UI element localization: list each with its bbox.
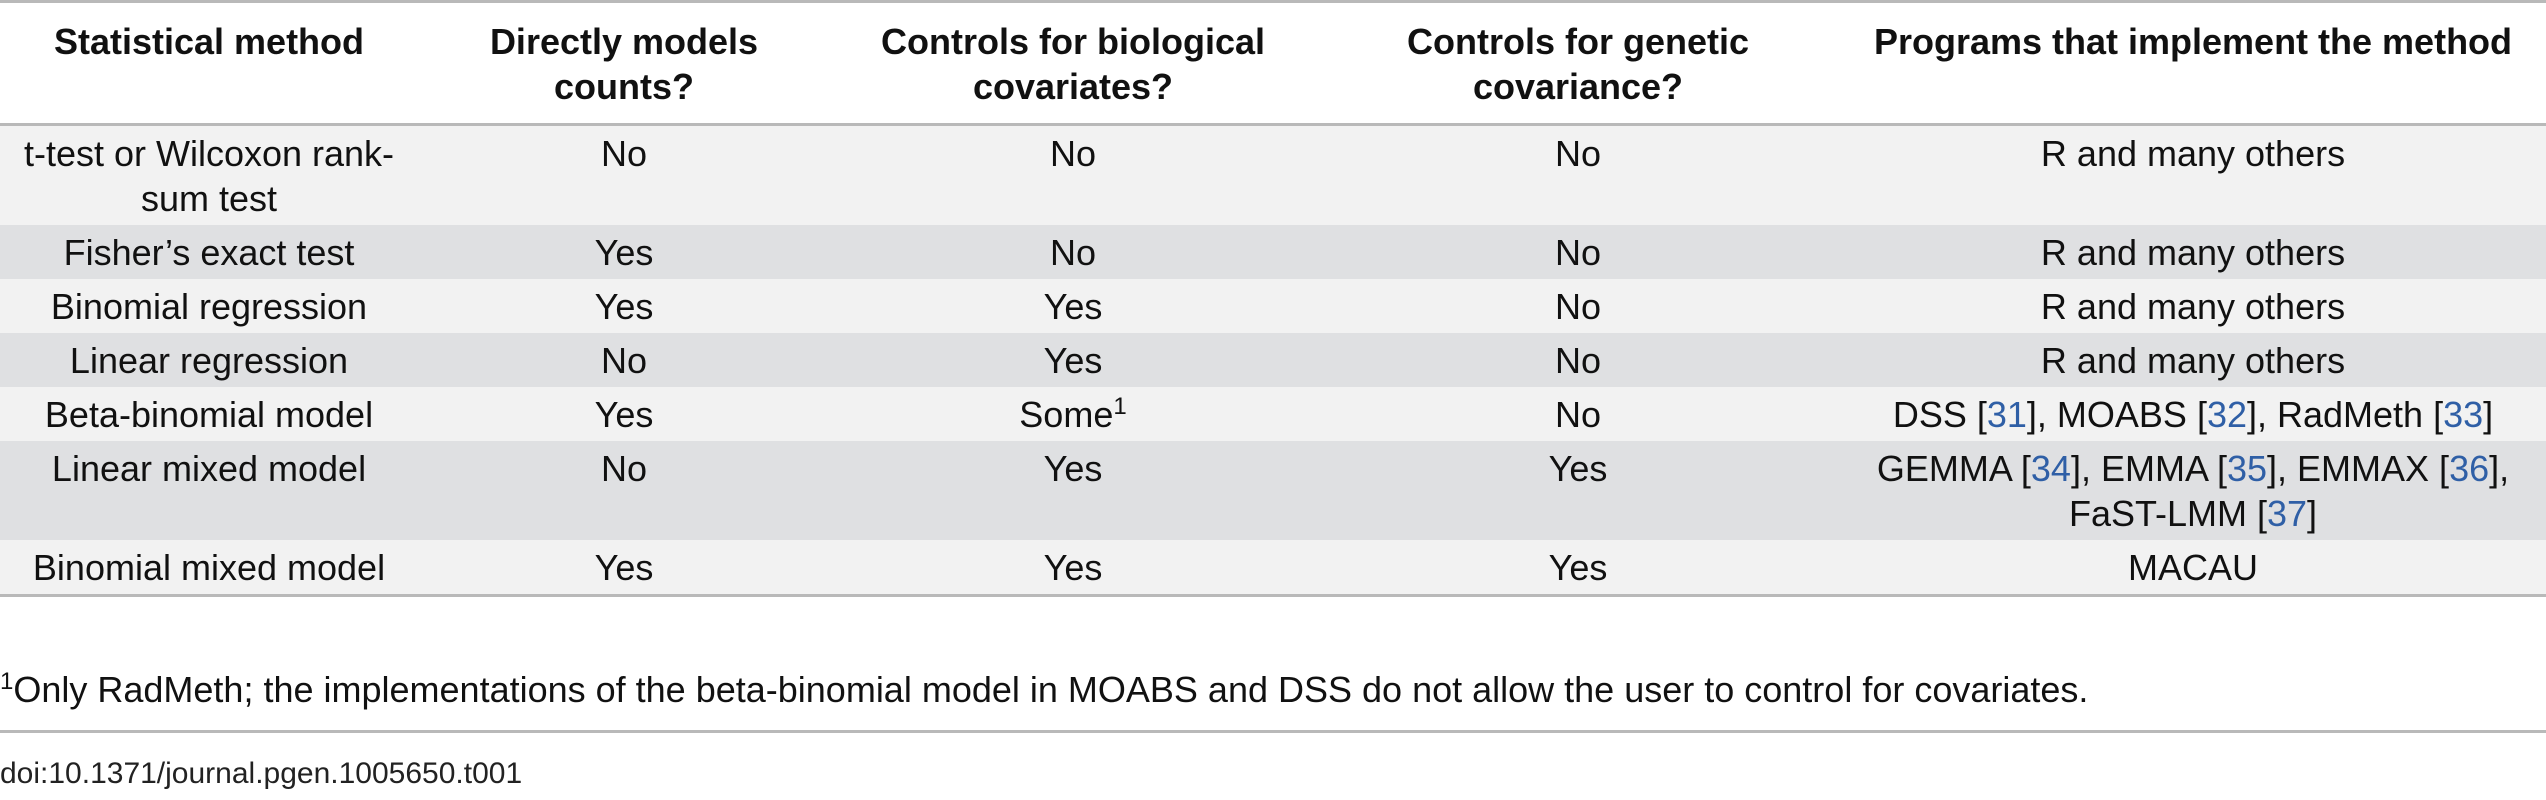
cell-bio-text: Some [1019,394,1114,435]
header-row: Statistical method Directly models count… [0,1,2546,125]
cell-bio: Some1 [830,387,1316,441]
table-body: t-test or Wilcoxon rank-sum test No No N… [0,124,2546,596]
program-text: ], MOABS [ [2026,394,2207,435]
cell-counts: Yes [594,547,654,588]
cell-method: Linear mixed model [51,448,367,489]
cell-bio: Yes [1043,286,1103,327]
cell-method: Fisher’s exact test [63,232,355,273]
cell-bio: Yes [1043,340,1103,381]
program-text: ] [2483,394,2494,435]
citation-link[interactable]: 32 [2206,394,2247,435]
doi-label[interactable]: doi:10.1371/journal.pgen.1005650.t001 [0,757,523,790]
cell-bio: Yes [1043,547,1103,588]
program-text: ] [2307,493,2318,534]
citation-link[interactable]: 35 [2226,448,2268,489]
cell-counts: Yes [594,286,654,327]
cell-genetic: No [1554,394,1602,435]
cell-method: Binomial regression [50,286,368,327]
header-statistical-method: Statistical method [53,21,365,62]
program-text: ], EMMAX [ [2267,448,2450,489]
footnote-marker: 1 [1113,393,1127,420]
cell-counts: No [600,340,648,381]
cell-counts: Yes [594,232,654,273]
citation-link[interactable]: 33 [2443,394,2484,435]
header-biological-covariates: Controls for biological covariates? [881,21,1265,107]
cell-programs: R and many others [2040,232,2346,273]
header-programs: Programs that implement the method [1873,21,2513,62]
cell-programs: DSS [31], MOABS [32], RadMeth [33] [1840,387,2546,441]
table-row: t-test or Wilcoxon rank-sum test No No N… [0,124,2546,225]
cell-programs: R and many others [2040,133,2346,174]
cell-bio: No [1049,232,1097,273]
cell-counts: No [600,133,648,174]
program-text: ], FaST-LMM [ [2068,448,2510,534]
table-header: Statistical method Directly models count… [0,1,2546,125]
cell-method: Beta-binomial model [44,394,374,435]
cell-programs: GEMMA [34], EMMA [35], EMMAX [36], FaST-… [1840,441,2546,540]
cell-genetic: No [1554,286,1602,327]
program-text: GEMMA [ [1876,448,2031,489]
cell-method: t-test or Wilcoxon rank-sum test [23,133,395,219]
table-footnote: 1Only RadMeth; the implementations of th… [0,668,2546,712]
program-text: DSS [ [1892,394,1987,435]
citation-link[interactable]: 34 [2030,448,2071,489]
program-text: ], EMMA [ [2070,448,2227,489]
cell-method: Binomial mixed model [32,547,386,588]
cell-genetic: Yes [1548,547,1608,588]
cell-genetic: No [1554,232,1602,273]
cell-bio: Yes [1043,448,1103,489]
cell-programs: R and many others [2040,286,2346,327]
cell-method: Linear regression [69,340,349,381]
cell-genetic: Yes [1548,448,1608,489]
cell-genetic: No [1554,133,1602,174]
table-row: Binomial mixed model Yes Yes Yes MACAU [0,540,2546,596]
cell-bio: No [1049,133,1097,174]
methods-table: Statistical method Directly models count… [0,1,2546,596]
cell-programs: R and many others [2040,340,2346,381]
table-row: Binomial regression Yes Yes No R and man… [0,279,2546,333]
citation-link[interactable]: 31 [1986,394,2027,435]
divider [0,730,2546,733]
table-row: Fisher’s exact test Yes No No R and many… [0,225,2546,279]
header-genetic-covariance: Controls for genetic covariance? [1406,21,1750,107]
footnote-text: Only RadMeth; the implementations of the… [13,669,2089,710]
cell-counts: Yes [594,394,654,435]
header-directly-models-counts: Directly models counts? [489,21,759,107]
program-text: ], RadMeth [ [2247,394,2444,435]
table-row: Beta-binomial model Yes Some1 No DSS [31… [0,387,2546,441]
cell-programs: MACAU [2127,547,2258,588]
footnote-marker: 1 [0,668,14,695]
cell-genetic: No [1554,340,1602,381]
table-row: Linear regression No Yes No R and many o… [0,333,2546,387]
citation-link[interactable]: 36 [2449,448,2490,489]
cell-counts: No [600,448,648,489]
table-row: Linear mixed model No Yes Yes GEMMA [34]… [0,441,2546,540]
citation-link[interactable]: 37 [2266,493,2308,534]
